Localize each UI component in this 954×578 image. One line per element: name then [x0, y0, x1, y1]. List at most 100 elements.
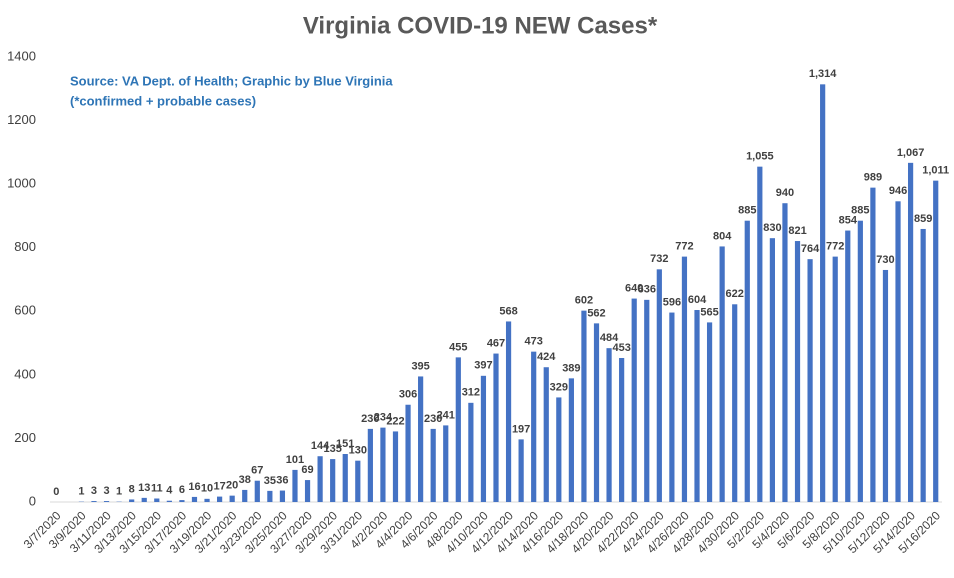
bar	[367, 428, 373, 502]
data-label: 6	[179, 484, 185, 496]
bar	[455, 357, 461, 502]
data-label: 772	[826, 241, 844, 253]
bar	[405, 404, 411, 502]
data-label: 730	[876, 254, 894, 266]
bar	[807, 259, 813, 502]
data-label: 4	[166, 485, 173, 497]
bar	[103, 501, 110, 502]
data-label: 940	[776, 187, 794, 199]
bar	[392, 431, 399, 502]
data-label: 151	[336, 438, 354, 450]
bar	[845, 230, 851, 503]
bar	[229, 495, 235, 502]
data-label: 1,055	[746, 151, 774, 163]
bar	[317, 456, 323, 502]
data-label: 772	[675, 241, 693, 253]
y-tick-label: 1000	[7, 176, 36, 191]
bar	[330, 459, 336, 502]
bar	[355, 460, 361, 502]
data-label: 424	[537, 351, 556, 363]
bar	[380, 427, 386, 502]
bar	[543, 367, 549, 502]
data-label: 38	[239, 474, 251, 486]
bar	[656, 269, 662, 502]
data-label: 602	[575, 295, 593, 307]
y-tick-label: 600	[14, 303, 36, 318]
bar	[694, 310, 700, 502]
bar	[669, 312, 675, 502]
bar	[832, 256, 838, 502]
data-label: 329	[550, 381, 568, 393]
bar	[493, 353, 499, 502]
data-label: 69	[301, 464, 313, 476]
bar	[91, 501, 97, 502]
data-label: 830	[763, 222, 781, 234]
data-label: 885	[851, 205, 869, 217]
data-label: 1,067	[897, 147, 925, 159]
bar	[531, 351, 537, 502]
bar	[769, 238, 775, 502]
data-label: 144	[311, 440, 330, 452]
data-label: 197	[512, 423, 530, 435]
bar	[907, 162, 914, 502]
data-label: 732	[650, 253, 668, 265]
data-label: 568	[499, 305, 517, 317]
data-label: 453	[612, 342, 630, 354]
bar	[279, 490, 286, 502]
data-label: 17	[213, 481, 225, 493]
annotation: (*confirmed + probable cases)	[70, 93, 256, 108]
data-label: 67	[251, 465, 263, 477]
data-label: 0	[53, 486, 59, 498]
bar	[706, 322, 713, 502]
bar	[593, 323, 600, 502]
data-label: 11	[151, 482, 163, 494]
bar	[242, 489, 248, 502]
bar	[129, 499, 135, 502]
y-tick-label: 400	[14, 366, 36, 381]
bar	[430, 428, 436, 502]
bar	[342, 454, 348, 502]
bar	[204, 498, 210, 502]
data-label: 467	[487, 337, 505, 349]
data-label: 222	[386, 415, 404, 427]
data-label: 101	[286, 454, 304, 466]
data-label: 3	[91, 485, 97, 497]
data-label: 395	[411, 360, 429, 372]
bar	[581, 310, 587, 502]
data-label: 989	[864, 172, 882, 184]
bar	[154, 498, 160, 502]
data-label: 636	[638, 284, 656, 296]
bar	[606, 348, 612, 502]
data-label: 8	[129, 483, 135, 495]
bar	[292, 469, 298, 502]
bar	[568, 378, 574, 502]
bar	[719, 246, 725, 502]
chart-title: Virginia COVID-19 NEW Cases*	[303, 12, 658, 39]
bar	[757, 166, 763, 503]
bar	[304, 480, 311, 502]
data-label: 397	[474, 360, 492, 372]
data-label: 473	[525, 336, 543, 348]
bar	[505, 321, 512, 502]
data-label: 854	[839, 214, 858, 226]
data-label: 622	[726, 288, 744, 300]
data-label: 130	[349, 445, 367, 457]
bar	[631, 298, 637, 502]
data-label: 640	[625, 282, 643, 294]
data-label: 135	[323, 443, 341, 455]
y-tick-label: 1400	[7, 48, 36, 63]
data-label: 306	[399, 389, 417, 401]
bar	[556, 397, 562, 502]
bar	[681, 256, 688, 502]
bar	[191, 496, 198, 502]
data-label: 241	[437, 409, 455, 421]
data-label: 16	[188, 481, 200, 493]
bar	[418, 376, 424, 502]
bar	[920, 228, 926, 503]
data-label: 604	[688, 294, 707, 306]
bar	[933, 180, 939, 502]
data-label: 484	[600, 332, 619, 344]
data-label: 13	[138, 482, 150, 494]
bar	[870, 187, 876, 502]
